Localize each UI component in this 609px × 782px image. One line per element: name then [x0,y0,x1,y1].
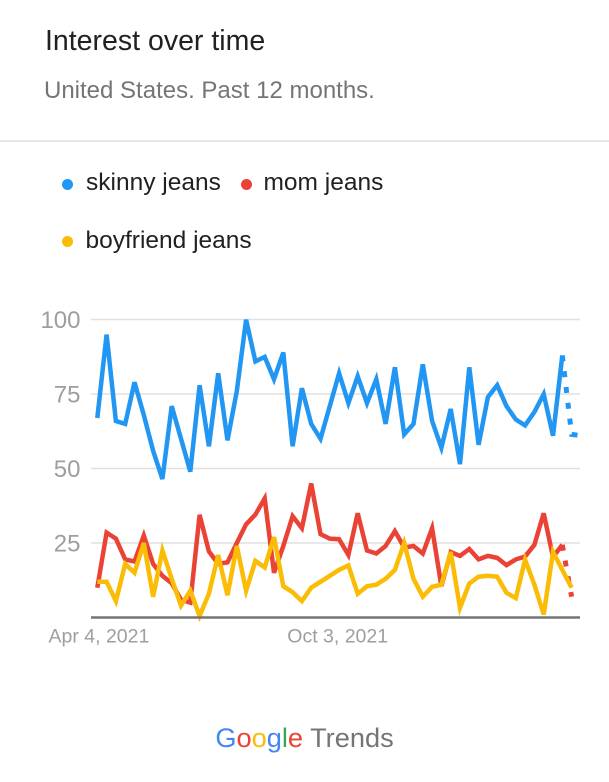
svg-text:100: 100 [40,307,80,334]
svg-text:Oct 3, 2021: Oct 3, 2021 [287,626,388,648]
svg-text:25: 25 [54,531,81,558]
svg-text:50: 50 [54,456,81,483]
svg-text:75: 75 [54,382,81,409]
svg-text:Apr 4, 2021: Apr 4, 2021 [49,626,150,648]
